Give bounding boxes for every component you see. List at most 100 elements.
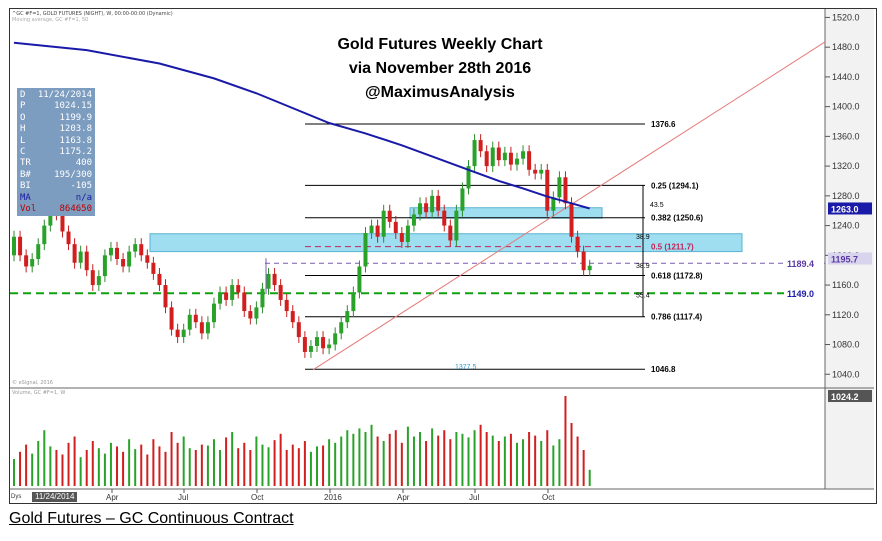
moving-average-line bbox=[13, 41, 590, 210]
candle-body bbox=[163, 285, 168, 308]
candle-body bbox=[472, 140, 477, 167]
candle-body bbox=[333, 333, 338, 345]
candle-body bbox=[411, 214, 416, 226]
candle-body bbox=[115, 247, 120, 260]
candle-body bbox=[66, 231, 71, 245]
info-value: -105 bbox=[70, 181, 92, 192]
candle-body bbox=[466, 166, 471, 189]
info-key: P bbox=[20, 101, 26, 112]
volume-header: Volume, GC #F=1, W bbox=[12, 390, 66, 396]
y-tick-label: 1520.0 bbox=[832, 12, 860, 22]
fib-level-label: 0.25 (1294.1) bbox=[651, 181, 699, 190]
info-value: 1175.2 bbox=[59, 147, 92, 157]
info-row: B# 195/300 bbox=[20, 170, 92, 181]
info-key: L bbox=[20, 135, 26, 146]
candle-body bbox=[424, 203, 429, 213]
price-marker-box bbox=[828, 252, 872, 265]
chart-frame bbox=[9, 8, 877, 504]
info-key: BI bbox=[20, 181, 31, 192]
x-tick-label: Apr bbox=[397, 493, 410, 502]
candle-body bbox=[121, 259, 126, 267]
info-key: D bbox=[20, 90, 26, 100]
candle-body bbox=[181, 329, 186, 338]
info-value: 1024.15 bbox=[54, 101, 92, 112]
candle-body bbox=[242, 292, 247, 312]
price-axis-background bbox=[825, 9, 874, 489]
info-value: 1203.8 bbox=[59, 124, 92, 135]
info-panel: D 11/24/2014 P 1024.15 O 1199.9 H 1203.8 L 1163.8… bbox=[17, 88, 95, 216]
measure-annotation: 1377.5 bbox=[455, 364, 477, 371]
candle-body bbox=[581, 251, 586, 271]
candle-body bbox=[248, 311, 253, 319]
candle-body bbox=[157, 273, 162, 286]
candle-body bbox=[151, 262, 156, 274]
chart-subtitle: via November 28th 2016 bbox=[348, 60, 532, 77]
candle-body bbox=[278, 285, 283, 300]
candle-body bbox=[545, 169, 550, 211]
candle-body bbox=[139, 244, 144, 256]
x-tick-label: Oct bbox=[251, 493, 264, 502]
price-marker-label: 1149.0 bbox=[787, 289, 814, 299]
x-tick-label: 2016 bbox=[324, 493, 342, 502]
candle-body bbox=[290, 311, 295, 323]
candle-body bbox=[187, 314, 192, 330]
info-row: P 1024.15 bbox=[20, 101, 92, 112]
candle-body bbox=[430, 195, 435, 213]
candle-body bbox=[351, 292, 356, 312]
y-tick-label: 1080.0 bbox=[832, 340, 860, 350]
candle-body bbox=[484, 151, 489, 167]
candle-body bbox=[551, 197, 556, 211]
candle-body bbox=[127, 251, 132, 267]
candle-body bbox=[102, 255, 107, 277]
date-badge: 11/24/2014 bbox=[32, 492, 78, 502]
x-tick-label: Jul bbox=[469, 493, 479, 502]
candle-body bbox=[18, 236, 23, 256]
candle-body bbox=[90, 270, 95, 286]
candle-body bbox=[539, 169, 544, 174]
candle-body bbox=[230, 285, 235, 300]
info-key: TR bbox=[20, 158, 31, 169]
candle-body bbox=[266, 273, 271, 289]
info-row: MA n/a bbox=[20, 193, 92, 204]
info-key: O bbox=[20, 112, 26, 123]
figure-caption: Gold Futures – GC Continuous Contract bbox=[9, 510, 294, 527]
candle-body bbox=[496, 147, 501, 161]
info-row: TR 400 bbox=[20, 158, 92, 169]
candle-body bbox=[145, 255, 150, 263]
candle-body bbox=[302, 337, 307, 352]
days-label: Dys bbox=[11, 494, 22, 500]
y-tick-label: 1480.0 bbox=[832, 42, 860, 52]
fib-level-label: 1046.8 bbox=[651, 365, 676, 374]
candle-body bbox=[205, 322, 210, 334]
price-marker-box bbox=[828, 390, 872, 402]
candle-body bbox=[381, 210, 386, 237]
candle-body bbox=[508, 152, 513, 165]
chart-header-symbol: ^GC #F=1, GOLD FUTURES (NIGHT), W, 00:00… bbox=[12, 11, 173, 17]
candle-body bbox=[327, 344, 332, 349]
candle-body bbox=[375, 225, 380, 237]
candle-body bbox=[502, 152, 507, 161]
fib-level-label: 0.5 (1211.7) bbox=[651, 243, 694, 252]
candle-body bbox=[236, 285, 241, 293]
info-key: C bbox=[20, 147, 26, 157]
info-value: 1163.8 bbox=[59, 135, 92, 146]
candle-body bbox=[218, 292, 223, 304]
fib-level-label: 0.786 (1117.4) bbox=[651, 313, 702, 322]
candle-body bbox=[284, 299, 289, 312]
y-tick-label: 1040.0 bbox=[832, 369, 860, 379]
y-tick-label: 1400.0 bbox=[832, 102, 860, 112]
info-row: O 1199.9 bbox=[20, 113, 92, 124]
candle-body bbox=[193, 314, 198, 323]
chart-handle: @MaximusAnalysis bbox=[365, 84, 515, 101]
candle-body bbox=[224, 292, 229, 300]
resistance-zone bbox=[149, 233, 743, 253]
candle-body bbox=[393, 221, 398, 234]
candle-body bbox=[169, 307, 174, 330]
y-tick-label: 1240.0 bbox=[832, 221, 860, 231]
candle-body bbox=[575, 236, 580, 252]
candle-body bbox=[521, 151, 526, 159]
measure-annotation: 55.4 bbox=[636, 293, 650, 300]
candle-body bbox=[478, 140, 483, 152]
candle-body bbox=[321, 337, 326, 349]
